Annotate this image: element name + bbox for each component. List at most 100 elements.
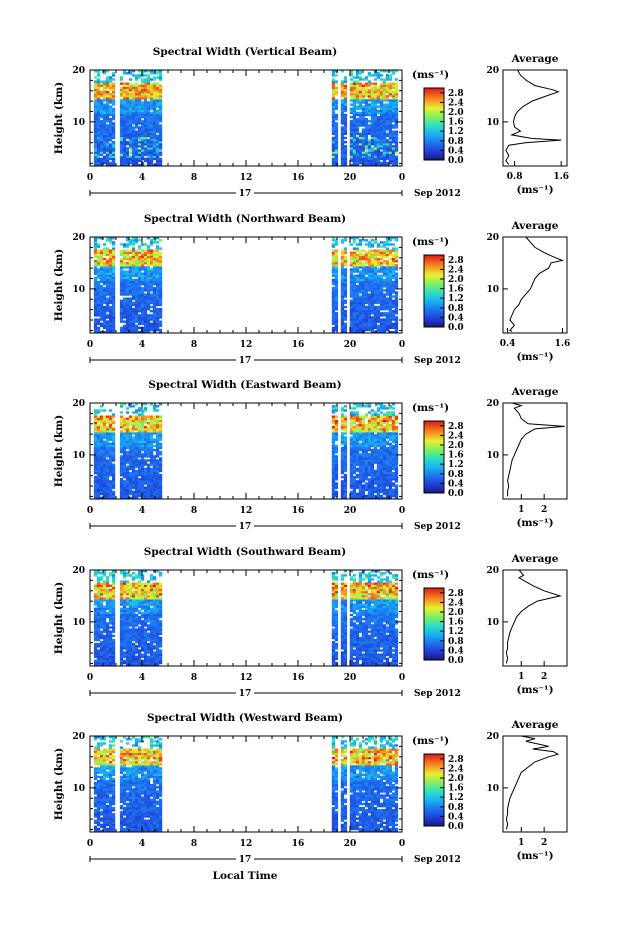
heatmap-cell — [134, 147, 139, 150]
heatmap-cell — [349, 95, 354, 98]
heatmap-cell — [125, 249, 130, 252]
heatmap-cell — [143, 448, 148, 452]
heatmap-cell — [93, 237, 98, 240]
heatmap-cell — [111, 241, 116, 244]
heatmap-cell — [99, 421, 104, 425]
heatmap-cell — [370, 138, 375, 142]
heatmap-cell — [340, 122, 345, 125]
heatmap-cell — [361, 272, 366, 275]
colorbar-tick-label: 2.0 — [448, 275, 464, 285]
heatmap-cell — [352, 494, 357, 498]
heatmap-cell — [102, 467, 107, 471]
heatmap-cell — [391, 149, 396, 152]
heatmap-cell — [343, 262, 348, 265]
heatmap-cell — [382, 405, 387, 408]
heatmap-cell — [388, 308, 393, 311]
heatmap-cell — [379, 305, 384, 309]
heatmap-cell — [367, 430, 372, 433]
heatmap-cell — [102, 251, 107, 254]
heatmap-cell — [343, 295, 348, 298]
heatmap-cell — [355, 118, 360, 121]
heatmap-cell — [152, 417, 157, 420]
heatmap-cell — [334, 88, 339, 92]
heatmap-cell — [385, 264, 390, 267]
heatmap-cell — [134, 301, 139, 305]
heatmap-cell — [131, 426, 136, 429]
heatmap-cell — [99, 299, 104, 302]
heatmap-cell — [343, 467, 348, 471]
heatmap-cell — [146, 287, 151, 290]
heatmap-cell — [358, 305, 363, 309]
heatmap-cell — [125, 426, 130, 429]
heatmap-cell — [140, 326, 145, 330]
heatmap-cell — [355, 138, 360, 142]
heatmap-cell — [385, 268, 390, 271]
heatmap-cell — [99, 436, 104, 439]
heatmap-cell — [152, 264, 157, 267]
heatmap-cell — [96, 446, 101, 450]
heatmap-cell — [331, 115, 336, 119]
heatmap-cell — [391, 141, 396, 144]
heatmap-cell — [102, 415, 107, 418]
heatmap-cell — [96, 438, 101, 441]
heatmap-cell — [96, 118, 101, 121]
heatmap-cell — [361, 253, 366, 257]
heatmap-cell — [373, 122, 378, 125]
heatmap-cell — [111, 111, 116, 115]
heatmap-cell — [352, 143, 357, 146]
heatmap-cell — [131, 451, 136, 454]
heatmap-cell — [355, 496, 360, 500]
heatmap-cell — [119, 280, 124, 284]
heatmap-cell — [334, 486, 339, 489]
heatmap-cell — [143, 486, 148, 489]
heatmap-cell — [376, 469, 381, 473]
heatmap-cell — [140, 243, 145, 246]
heatmap-cell — [370, 264, 375, 267]
heatmap-cell — [370, 459, 375, 462]
heatmap-cell — [125, 239, 130, 242]
heatmap-cell — [352, 95, 357, 98]
heatmap-cell — [358, 287, 363, 290]
heatmap-cell — [340, 70, 345, 73]
heatmap-cell — [382, 120, 387, 123]
heatmap-cell — [367, 316, 372, 319]
heatmap-cell — [119, 251, 124, 254]
heatmap-cell — [382, 330, 387, 334]
heatmap-cell — [128, 305, 133, 309]
heatmap-cell — [343, 78, 348, 81]
heatmap-cell — [140, 295, 145, 298]
heatmap-cell — [140, 455, 145, 458]
heatmap-cell — [125, 430, 130, 433]
heatmap-cell — [122, 266, 127, 269]
heatmap-cell — [137, 95, 142, 98]
heatmap-cell — [158, 264, 163, 267]
heatmap-cell — [143, 282, 148, 286]
heatmap-cell — [379, 88, 384, 92]
heatmap-cell — [131, 86, 136, 90]
heatmap-cell — [152, 124, 157, 127]
heatmap-cell — [340, 467, 345, 471]
heatmap-cell — [105, 260, 110, 263]
heatmap-cell — [364, 276, 369, 280]
heatmap-cell — [155, 249, 160, 252]
heatmap-cell — [105, 426, 110, 429]
heatmap-cell — [358, 282, 363, 286]
heatmap-cell — [128, 428, 133, 431]
heatmap-cell — [122, 403, 127, 406]
heatmap-cell — [361, 419, 366, 423]
heatmap-cell — [349, 74, 354, 77]
heatmap-cell — [349, 257, 354, 261]
heatmap-cell — [340, 159, 345, 163]
heatmap-cell — [379, 257, 384, 261]
heatmap-cell — [111, 480, 116, 483]
heatmap-cell — [140, 161, 145, 165]
heatmap-cell — [394, 264, 399, 267]
heatmap-cell — [149, 163, 154, 167]
heatmap-cell — [155, 278, 160, 282]
heatmap-cell — [349, 255, 354, 259]
heatmap-cell — [331, 118, 336, 121]
heatmap-cell — [111, 128, 116, 131]
heatmap-cell — [331, 237, 336, 240]
heatmap-cell — [93, 417, 98, 420]
heatmap-cell — [382, 471, 387, 475]
